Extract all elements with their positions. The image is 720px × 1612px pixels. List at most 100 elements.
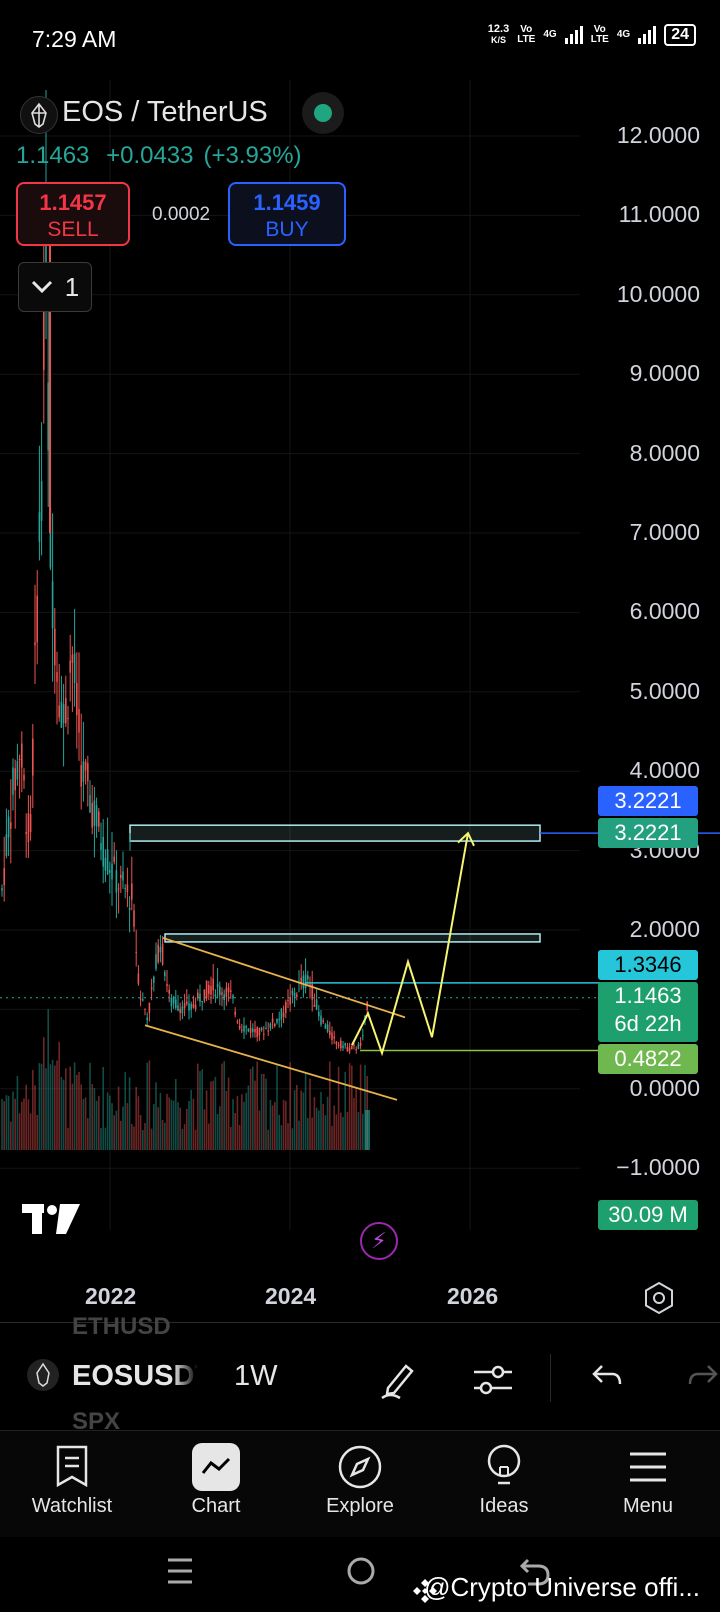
sell-label: SELL: [47, 218, 99, 241]
volume-bar: [89, 1062, 91, 1150]
volume-bar: [18, 1113, 21, 1150]
candle-body: [245, 1026, 247, 1028]
redo-icon[interactable]: [686, 1362, 720, 1397]
volume-bar: [258, 1110, 261, 1150]
candle-body: [267, 1030, 269, 1032]
candle-body: [164, 972, 166, 977]
nav-chart[interactable]: Chart: [144, 1431, 288, 1518]
candle-body: [102, 836, 104, 867]
nav-watchlist[interactable]: Watchlist: [0, 1431, 144, 1518]
projection-path: [351, 832, 469, 1057]
lightning-icon[interactable]: ⚡: [360, 1222, 398, 1260]
candle-body: [179, 1008, 181, 1014]
candle-body: [183, 1003, 186, 1009]
back-icon[interactable]: [519, 1556, 550, 1591]
volume-bar: [175, 1079, 177, 1150]
ticker-symbol[interactable]: EOSUSDT: [72, 1360, 198, 1392]
symbol-title[interactable]: EOS / TetherUS: [62, 96, 268, 128]
home-icon[interactable]: [346, 1556, 376, 1591]
resistance-zone-mid: [164, 933, 541, 943]
sell-button[interactable]: 1.1457 SELL: [16, 182, 130, 246]
volume-bar: [324, 1115, 327, 1150]
volume-bar: [98, 1096, 100, 1150]
volume-bar: [313, 1097, 316, 1150]
candle-body: [36, 595, 38, 643]
time-scale-label: 2026: [447, 1283, 499, 1309]
price-chart[interactable]: [0, 80, 720, 1260]
candle-body: [80, 765, 82, 787]
volume-bar: [78, 1071, 80, 1150]
market-open-indicator[interactable]: [302, 92, 344, 134]
price-summary: 1.1463 +0.0433 (+3.93%): [16, 142, 312, 170]
volume-bar: [60, 1077, 63, 1150]
volume-bar: [111, 1103, 113, 1150]
candle-body: [353, 1045, 355, 1047]
candle-body: [82, 761, 85, 782]
candle-body: [109, 870, 111, 873]
price-tag: 3.2221: [598, 818, 698, 848]
candle-body: [43, 300, 45, 370]
volume-bar: [188, 1101, 190, 1150]
eos-logo-icon[interactable]: [20, 96, 58, 134]
candle-body: [331, 1032, 333, 1041]
candle-body: [232, 995, 234, 999]
chart-drawings: [0, 824, 720, 1101]
candle-body: [67, 717, 69, 719]
nav-explore[interactable]: Explore: [288, 1431, 432, 1518]
volume-bar: [351, 1065, 353, 1150]
undo-icon[interactable]: [590, 1362, 624, 1397]
nav-ideas[interactable]: Ideas: [432, 1431, 576, 1518]
candle-body: [126, 884, 129, 893]
interval-selector[interactable]: 1W: [234, 1360, 278, 1392]
collapse-indicators-button[interactable]: 1: [18, 262, 92, 312]
candle-body: [348, 1047, 351, 1052]
candle-body: [148, 1002, 151, 1013]
volume-bar: [219, 1106, 221, 1150]
volume-bar: [128, 1077, 131, 1150]
buy-button[interactable]: 1.1459 BUY: [228, 182, 346, 246]
candle-body: [124, 888, 126, 890]
volume-bar: [199, 1071, 201, 1150]
candle-body: [293, 992, 296, 997]
candle-body: [144, 1008, 146, 1010]
volume-bar: [135, 1087, 137, 1150]
volume-bar: [100, 1128, 102, 1150]
recent-apps-icon[interactable]: [166, 1556, 194, 1591]
candle-body: [315, 999, 318, 1010]
candle-body: [236, 1021, 239, 1023]
volume-bar: [131, 1123, 133, 1150]
candle-body: [16, 761, 19, 780]
chart-settings-icon[interactable]: [640, 1279, 678, 1322]
volume-bar: [205, 1090, 208, 1150]
network-speed: 12.3 K/S: [487, 23, 510, 46]
volume-bar: [47, 1009, 49, 1150]
volume-bar: [271, 1105, 274, 1150]
volume-bar: [302, 1092, 305, 1150]
candle-body: [287, 1000, 289, 1002]
candle-body: [333, 1036, 335, 1039]
candle-body: [238, 1025, 241, 1029]
volume-bar: [56, 1060, 58, 1150]
volume-bar: [104, 1127, 107, 1150]
volume-bar: [122, 1106, 124, 1150]
candle-body: [313, 1004, 316, 1007]
volume-bar: [144, 1123, 146, 1150]
candle-body: [355, 1049, 357, 1051]
buy-label: BUY: [265, 218, 309, 241]
volume-bar: [115, 1110, 118, 1150]
candle-body: [98, 811, 100, 827]
volume-bar: [212, 1080, 214, 1150]
indicators-settings-icon[interactable]: [472, 1360, 514, 1405]
candle-body: [271, 1018, 274, 1023]
volume-bar: [133, 1126, 135, 1150]
volume-bar: [364, 1065, 366, 1150]
volume-bar: [170, 1099, 173, 1150]
volume-bar: [1, 1098, 3, 1150]
resistance-zone-top: [129, 824, 541, 842]
nav-menu[interactable]: Menu: [576, 1431, 720, 1518]
volume-bar: [153, 1104, 155, 1150]
volume-bar: [106, 1092, 109, 1150]
pencil-icon[interactable]: [378, 1358, 420, 1405]
candle-body: [197, 992, 199, 999]
volume-bar: [289, 1062, 291, 1150]
